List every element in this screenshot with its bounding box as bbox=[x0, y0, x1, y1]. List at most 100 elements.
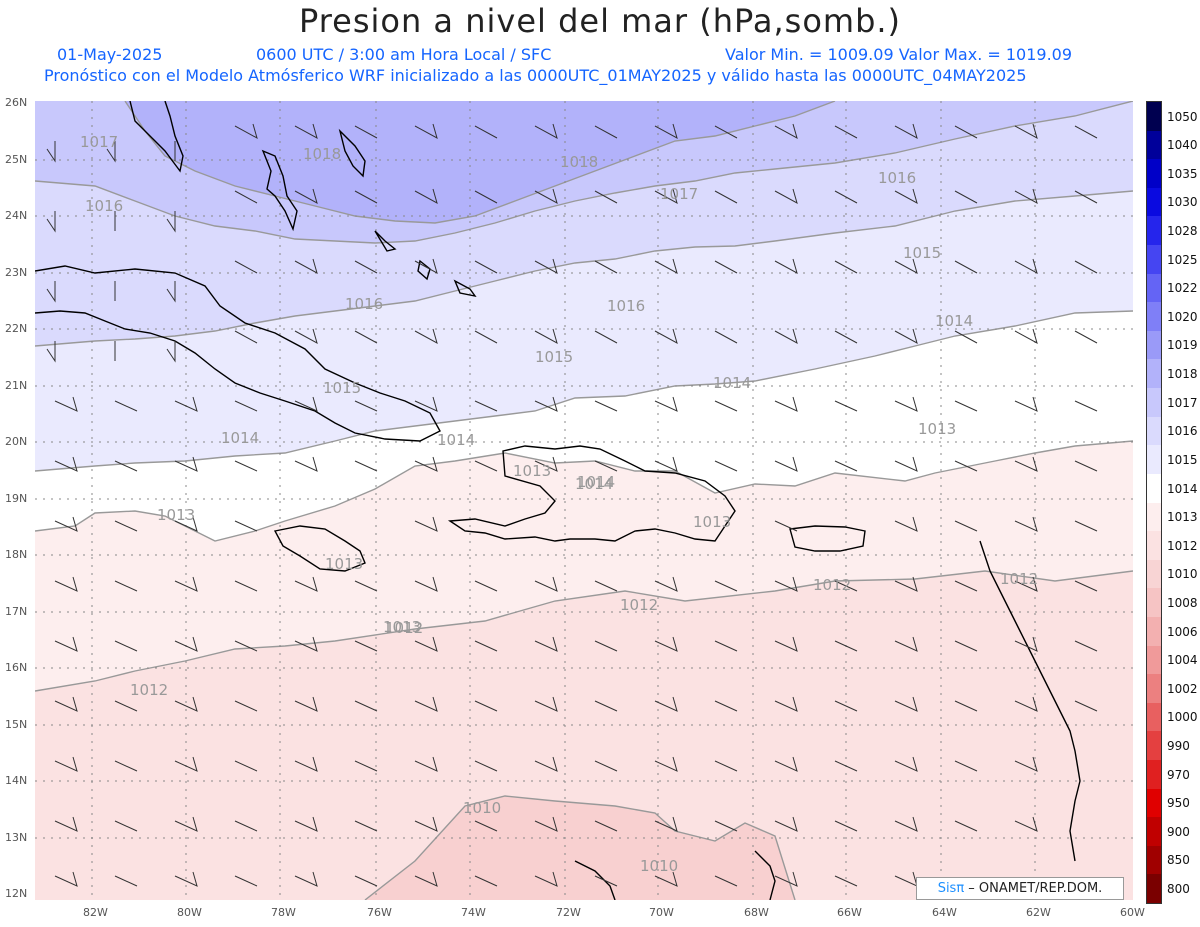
colorbar-tick-label: 1006 bbox=[1167, 624, 1198, 639]
colombia-coast bbox=[754, 850, 776, 900]
venezuela-coast bbox=[574, 860, 616, 900]
lon-label-76w: 76W bbox=[367, 906, 392, 919]
contour-label: 1015 bbox=[323, 379, 361, 397]
colorbar-cell bbox=[1147, 788, 1161, 818]
contour-label: 1018 bbox=[303, 145, 341, 163]
contour-label: 1015 bbox=[535, 348, 573, 366]
contour-label: 1014 bbox=[575, 475, 613, 493]
lon-label-74w: 74W bbox=[461, 906, 486, 919]
bahamas-5 bbox=[453, 279, 477, 298]
lesser-antilles bbox=[979, 540, 1081, 862]
bahamas-4 bbox=[417, 259, 431, 281]
colorbar-cell bbox=[1147, 445, 1161, 475]
forecast-time: 0600 UTC / 3:00 am Hora Local / SFC bbox=[256, 45, 552, 64]
colorbar-tick-label: 800 bbox=[1167, 882, 1190, 896]
lon-label-72w: 72W bbox=[556, 906, 581, 919]
contour-label: 1016 bbox=[345, 295, 383, 313]
contour-label: 1012 bbox=[1000, 570, 1038, 588]
fill-1010 bbox=[365, 796, 795, 900]
contour-label: 1010 bbox=[463, 799, 501, 817]
colorbar-tick-label: 1017 bbox=[1167, 395, 1198, 410]
colorbar-tick-label: 1015 bbox=[1167, 452, 1198, 467]
colorbar-cell bbox=[1147, 588, 1161, 618]
colorbar-tick-label: 1013 bbox=[1167, 510, 1198, 525]
lat-label-19n: 19N bbox=[5, 492, 28, 505]
contour-label: 1012 bbox=[385, 619, 423, 637]
model-info: Pronóstico con el Modelo Atmósferico WRF… bbox=[44, 66, 1027, 85]
contour-label: 1015 bbox=[903, 244, 941, 262]
contour-label: 1012 bbox=[813, 576, 851, 594]
contour-label: 1013 bbox=[157, 506, 195, 524]
coastlines bbox=[35, 101, 1081, 900]
colorbar-tick-label: 1019 bbox=[1167, 338, 1198, 353]
contour-labels: 1017 1018 1018 1017 1016 1016 1016 1015 … bbox=[80, 133, 1038, 875]
lon-label-68w: 68W bbox=[744, 906, 769, 919]
hispaniola-coast bbox=[447, 445, 736, 542]
colorbar-cell bbox=[1147, 330, 1161, 360]
colorbar-tick-label: 850 bbox=[1167, 853, 1190, 868]
lat-label-17n: 17N bbox=[5, 605, 28, 618]
colorbar-cell bbox=[1147, 187, 1161, 217]
contour-label: 1014 bbox=[437, 431, 475, 449]
colorbar-tick-label: 1030 bbox=[1167, 195, 1198, 210]
colorbar-cell bbox=[1147, 674, 1161, 704]
colorbar-tick-label: 1016 bbox=[1167, 424, 1198, 439]
colorbar-cell bbox=[1147, 731, 1161, 761]
lat-label-13n: 13N bbox=[5, 831, 28, 844]
colorbar-cell bbox=[1147, 702, 1161, 732]
contour-label: 1017 bbox=[80, 133, 118, 151]
lon-label-60w: 60W bbox=[1120, 906, 1145, 919]
bahamas-2 bbox=[338, 128, 366, 178]
contour-label: 1013 bbox=[693, 513, 731, 531]
pressure-map: 1017 1018 1018 1017 1016 1016 1016 1015 … bbox=[35, 101, 1133, 900]
colorbar-cell bbox=[1147, 102, 1161, 132]
fill-1018 bbox=[125, 101, 835, 223]
colorbar-tick-label: 990 bbox=[1167, 738, 1190, 753]
colorbar-tick-label: 950 bbox=[1167, 796, 1190, 811]
lat-label-20n: 20N bbox=[5, 435, 28, 448]
lon-label-66w: 66W bbox=[837, 906, 862, 919]
lat-lon-grid bbox=[35, 101, 1133, 900]
contour-label: 1016 bbox=[878, 169, 916, 187]
colorbar-cell bbox=[1147, 245, 1161, 275]
lon-label-62w: 62W bbox=[1026, 906, 1051, 919]
colorbar-cell bbox=[1147, 359, 1161, 389]
colorbar-cell bbox=[1147, 216, 1161, 246]
lat-label-14n: 14N bbox=[5, 774, 28, 787]
lat-label-18n: 18N bbox=[5, 548, 28, 561]
colorbar-tick-label: 1022 bbox=[1167, 281, 1198, 296]
colorbar-tick-label: 1012 bbox=[1167, 538, 1198, 553]
contour-label: 1016 bbox=[607, 297, 645, 315]
colorbar-cell bbox=[1147, 874, 1161, 904]
jamaica-coast bbox=[273, 525, 366, 572]
lon-label-78w: 78W bbox=[271, 906, 296, 919]
colorbar-cell bbox=[1147, 473, 1161, 503]
bahamas-3 bbox=[374, 230, 397, 252]
colorbar-tick-label: 1014 bbox=[1167, 481, 1198, 496]
contour-label: 1012 bbox=[130, 681, 168, 699]
florida-coast bbox=[129, 101, 184, 173]
colorbar-cell bbox=[1147, 531, 1161, 561]
bahamas-1 bbox=[261, 149, 298, 232]
lat-label-15n: 15N bbox=[5, 718, 28, 731]
sispi-logo: Sisπ bbox=[937, 881, 965, 896]
colorbar-cell bbox=[1147, 302, 1161, 332]
contour-label: 1014 bbox=[713, 374, 751, 392]
contour-label: 1012 bbox=[620, 596, 658, 614]
colorbar-tick-label: 1004 bbox=[1167, 653, 1198, 668]
colorbar-cell bbox=[1147, 759, 1161, 790]
lat-label-23n: 23N bbox=[5, 266, 28, 279]
contour-label: 1013 bbox=[513, 462, 551, 480]
colorbar-tick-label: 1020 bbox=[1167, 309, 1198, 324]
contour-label: 1010 bbox=[640, 857, 678, 875]
colorbar-tick-label: 1008 bbox=[1167, 595, 1198, 610]
lon-label-82w: 82W bbox=[83, 906, 108, 919]
lat-label-25n: 25N bbox=[5, 153, 28, 166]
colorbar-cell bbox=[1147, 416, 1161, 446]
colorbar-cell bbox=[1147, 388, 1161, 418]
lon-label-64w: 64W bbox=[932, 906, 957, 919]
contour-label: 1013 bbox=[383, 618, 421, 636]
lat-label-16n: 16N bbox=[5, 661, 28, 674]
credit-box: Sisπ – ONAMET/REP.DOM. bbox=[916, 877, 1124, 900]
lat-label-24n: 24N bbox=[5, 209, 28, 222]
